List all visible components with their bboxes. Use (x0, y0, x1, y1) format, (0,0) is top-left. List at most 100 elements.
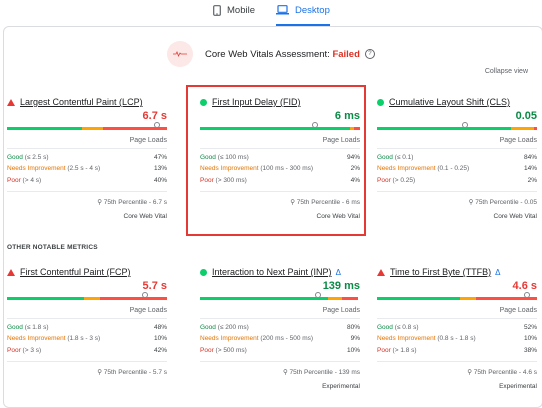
metric-card: First Contentful Paint (FCP) 5.7 s Page Lo… (7, 266, 167, 396)
bar-needs-improvement-segment (511, 127, 534, 130)
metric-card: First Input Delay (FID) 6 ms Page Loads Goo… (200, 96, 360, 226)
metric-tag: Core Web Vital (123, 213, 167, 220)
collapse-view-link[interactable]: Collapse view (484, 68, 528, 75)
good-indicator-icon (200, 98, 207, 106)
bar-needs-improvement-segment (83, 297, 100, 300)
good-indicator-icon (200, 268, 207, 276)
bar-good-segment (377, 297, 461, 300)
row-percent: 80% (346, 324, 360, 331)
row-label: Needs Improvement (377, 165, 436, 172)
metric-value: 0.05 (515, 110, 537, 122)
row-label: Good (377, 154, 393, 161)
page-loads-label: Page Loads (129, 307, 167, 314)
distribution-row: Good (≤ 200 ms) 80% (200, 324, 360, 334)
bar-good-segment (377, 127, 512, 130)
row-percent: 48% (153, 324, 167, 331)
metric-name-link[interactable]: Time to First Byte (TTFB) (390, 267, 492, 277)
distribution-row: Good (≤ 1.8 s) 48% (7, 324, 167, 334)
row-range: (1.8 s - 3 s) (67, 335, 101, 342)
row-label: Good (200, 154, 216, 161)
distribution-row: Needs Improvement (100 ms - 300 ms) 2% (200, 165, 360, 175)
percentile-75: ⚲ 75th Percentile - 0.05 (469, 198, 537, 206)
page-loads-label: Page Loads (499, 137, 537, 144)
percentile-text: 75th Percentile - 139 ms (289, 369, 360, 376)
percentile-pin-icon: ⚲ (282, 369, 288, 376)
row-percent: 42% (153, 347, 167, 354)
metric-name-link[interactable]: Interaction to Next Paint (INP) (212, 267, 332, 277)
row-range: (> 1.8 s) (392, 347, 417, 354)
page-loads-label: Page Loads (129, 137, 167, 144)
metric-name-link[interactable]: First Input Delay (FID) (212, 97, 301, 107)
poor-indicator-icon (377, 268, 385, 276)
distribution-bar (377, 297, 537, 300)
percentile-pin-icon: ⚲ (467, 369, 472, 376)
tab-desktop-label: Desktop (295, 4, 330, 16)
metric-title: Largest Contentful Paint (LCP) (7, 96, 167, 108)
help-icon[interactable]: ? (364, 49, 375, 59)
metric-title: First Contentful Paint (FCP) (7, 266, 167, 278)
distribution-row: Needs Improvement (0.1 - 0.25) 14% (377, 165, 537, 175)
distribution-row: Poor (> 500 ms) 10% (200, 347, 360, 357)
active-tab-indicator (276, 24, 330, 26)
tab-desktop[interactable]: Desktop (276, 0, 330, 26)
row-label: Poor (200, 177, 214, 184)
bar-needs-improvement-segment (350, 127, 354, 130)
row-percent: 47% (153, 154, 167, 161)
row-percent: 14% (523, 165, 537, 172)
divider (377, 148, 537, 149)
row-label: Needs Improvement (7, 165, 66, 172)
row-label: Needs Improvement (377, 335, 436, 342)
metric-tag: Experimental (322, 383, 360, 390)
bar-poor-segment (476, 297, 537, 300)
row-range: (> 4 s) (22, 177, 42, 184)
poor-indicator-icon (7, 98, 15, 106)
percentile-text: 75th Percentile - 6 ms (296, 199, 360, 206)
tab-mobile[interactable]: Mobile (213, 0, 255, 20)
metric-tag: Experimental (499, 383, 537, 390)
row-label: Poor (7, 177, 21, 184)
tab-mobile-label: Mobile (227, 4, 255, 16)
row-percent: 4% (350, 177, 360, 184)
row-percent: 2% (527, 177, 537, 184)
metric-value: 139 ms (322, 280, 360, 292)
row-label: Needs Improvement (200, 165, 259, 172)
metric-name-link[interactable]: Cumulative Layout Shift (CLS) (389, 97, 511, 107)
distribution-row: Good (≤ 0.8 s) 52% (377, 324, 537, 334)
row-range: (≤ 100 ms) (217, 154, 249, 161)
failed-badge-icon (167, 41, 193, 67)
delta-icon: Δ (495, 267, 501, 277)
percentile-pin-icon: ⚲ (97, 369, 102, 376)
divider (200, 148, 360, 149)
bar-poor-segment (342, 297, 359, 300)
bar-good-segment (200, 127, 351, 130)
distribution-bar (377, 127, 537, 130)
bar-poor-segment (99, 297, 167, 300)
row-label: Poor (377, 177, 391, 184)
metric-tag: Core Web Vital (493, 213, 537, 220)
metric-title: First Input Delay (FID) (200, 96, 360, 108)
row-percent: 84% (523, 154, 537, 161)
fid-highlight-box (186, 85, 366, 236)
page-loads-label: Page Loads (499, 307, 537, 314)
distribution-row: Good (≤ 0.1) 84% (377, 154, 537, 164)
distribution-row: Good (≤ 2.5 s) 47% (7, 154, 167, 164)
metric-value: 6 ms (334, 110, 360, 122)
row-range: (> 300 ms) (215, 177, 247, 184)
metric-card: Time to First Byte (TTFB) Δ 4.6 s Page Load… (377, 266, 537, 396)
row-range: (> 0.25) (392, 177, 416, 184)
poor-indicator-icon (7, 268, 15, 276)
laptop-icon (276, 5, 289, 15)
divider (200, 361, 360, 362)
distribution-row: Poor (> 4 s) 40% (7, 177, 167, 187)
row-percent: 13% (153, 165, 167, 172)
metric-name-link[interactable]: Largest Contentful Paint (LCP) (20, 97, 143, 107)
assessment-text: Core Web Vitals Assessment: Failed (205, 49, 360, 60)
bar-good-segment (200, 297, 328, 300)
row-percent: 38% (523, 347, 537, 354)
bar-poor-segment (533, 127, 537, 130)
divider (7, 191, 167, 192)
metric-card: Largest Contentful Paint (LCP) 6.7 s Page … (7, 96, 167, 226)
metric-name-link[interactable]: First Contentful Paint (FCP) (20, 267, 131, 277)
divider (377, 191, 537, 192)
percentile-75: ⚲ 75th Percentile - 5.7 s (97, 368, 167, 376)
